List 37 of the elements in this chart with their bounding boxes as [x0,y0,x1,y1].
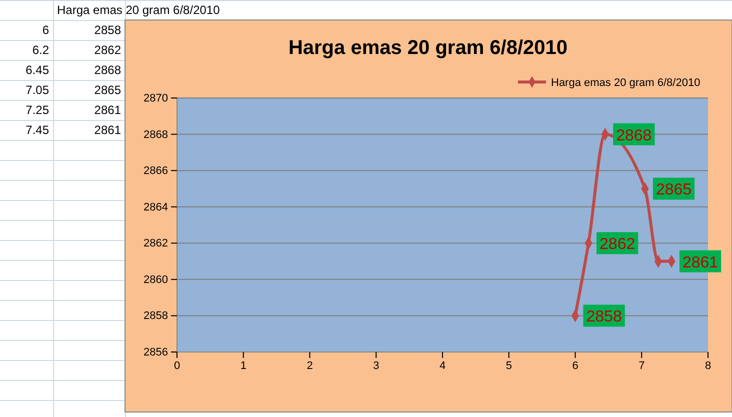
text: 2862 [94,43,121,57]
x-tick-label: 2 [306,360,313,372]
chart-title: Harga emas 20 gram 6/8/2010 [288,37,568,59]
text: 2861 [94,103,122,117]
y-tick-label: 2870 [144,92,168,105]
y-tick-label: 2864 [144,201,168,214]
x-tick-label: 5 [506,360,512,372]
annotation: 2868 [616,127,652,144]
x-tick-label: 8 [704,360,712,372]
x-tick-label: 0 [174,360,180,372]
text: Harga emas 20 gram 6/8/2010 [57,3,220,17]
legend-label: Harga emas 20 gram 6/8/2010 [551,77,700,89]
annotation: 2861 [682,254,718,272]
x-tick-label: 4 [439,360,446,372]
text: 2868 [94,63,121,77]
annotation: 2858 [586,308,622,326]
y-tick-label: 2856 [144,346,168,359]
y-tick-label: 2868 [144,128,168,141]
y-tick-label: 2858 [144,310,168,322]
text: 2865 [94,83,121,97]
text: 6.2 [32,43,50,57]
y-tick-label: 2866 [144,165,168,178]
x-tick-label: 6 [572,360,578,372]
text: 7.45 [26,123,50,137]
y-tick-label: 2862 [144,238,168,250]
y-tick-label: 2860 [144,274,168,286]
annotation: 2862 [600,236,636,254]
text: 7.05 [26,83,50,97]
text: 2858 [94,23,121,37]
text: 6 [42,23,50,37]
text: 7.25 [26,103,50,117]
annotation: 2865 [656,182,692,199]
x-tick-label: 1 [240,360,246,372]
text: 2861 [94,123,121,137]
text: 6.45 [26,63,50,77]
x-tick-label: 3 [373,360,380,372]
x-tick-label: 7 [638,360,645,372]
